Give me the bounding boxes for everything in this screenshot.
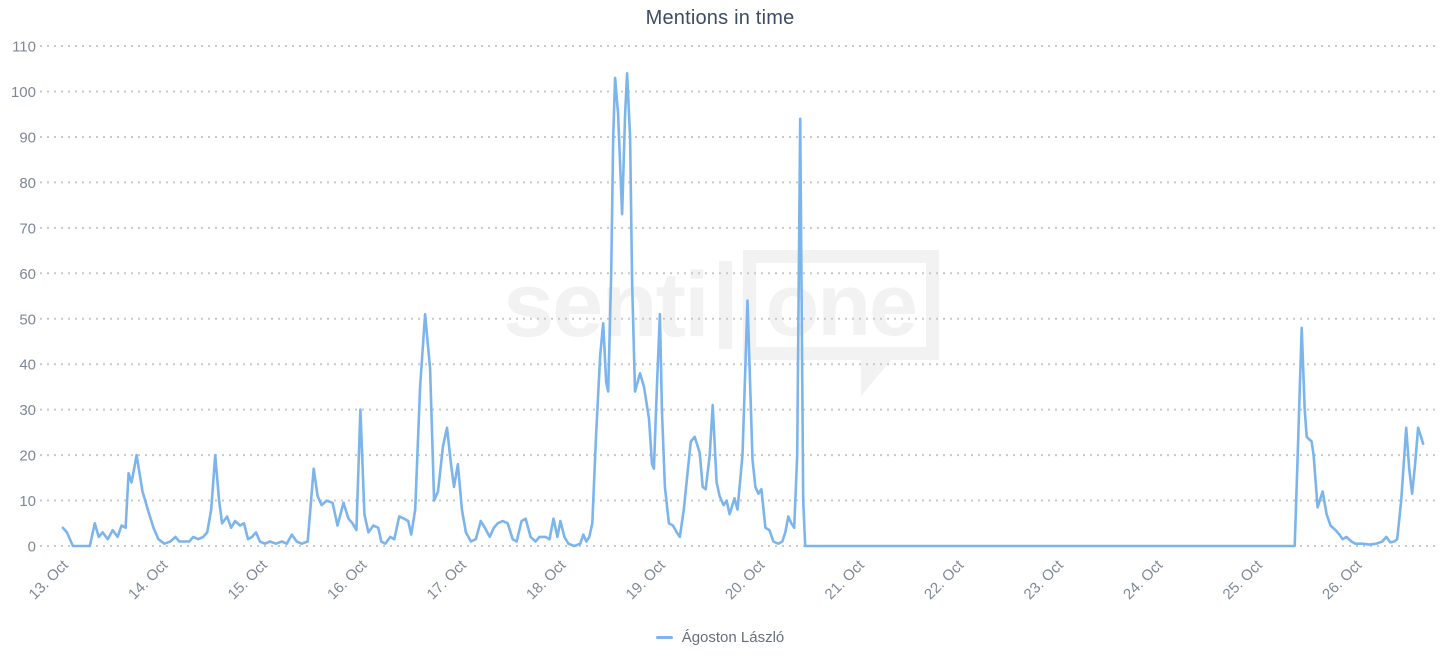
chart-title: Mentions in time <box>645 7 795 29</box>
series-line-agoston-laszlo <box>61 72 1425 548</box>
y-axis-label: 60 <box>19 266 36 283</box>
y-axis-label: 90 <box>19 129 36 146</box>
x-axis-label: 26. Oct <box>1319 556 1366 603</box>
x-axis-label: 23. Oct <box>1021 556 1068 603</box>
x-axis-label: 19. Oct <box>623 556 670 603</box>
y-axis-label: 30 <box>19 402 36 419</box>
legend: Ágoston László <box>0 629 1440 646</box>
y-axis-label: 70 <box>19 220 36 237</box>
x-axis-label: 18. Oct <box>523 556 570 603</box>
x-axis-label: 20. Oct <box>722 556 769 603</box>
x-axis-label: 22. Oct <box>921 556 968 603</box>
y-axis-label: 10 <box>19 493 36 510</box>
y-axis-label: 20 <box>19 448 36 465</box>
y-axis-label: 0 <box>28 539 36 556</box>
x-axis-label: 21. Oct <box>822 556 869 603</box>
legend-line-marker <box>655 636 673 639</box>
x-axis-label: 17. Oct <box>424 556 471 603</box>
x-axis-label: 24. Oct <box>1120 556 1167 603</box>
y-axis-label: 80 <box>19 175 36 192</box>
x-axis-label: 25. Oct <box>1220 556 1267 603</box>
x-axis-label: 14. Oct <box>125 556 172 603</box>
y-axis-label: 110 <box>12 39 36 56</box>
x-axis-label: 15. Oct <box>225 556 272 603</box>
x-axis-label: 16. Oct <box>324 556 371 603</box>
y-axis-label: 50 <box>19 311 36 328</box>
y-axis-label: 100 <box>11 84 36 101</box>
legend-label: Ágoston László <box>681 629 785 646</box>
x-axis-label: 13. Oct <box>26 556 73 603</box>
legend-item-agoston-laszlo[interactable]: Ágoston László <box>655 629 785 646</box>
y-axis-label: 40 <box>19 357 36 374</box>
